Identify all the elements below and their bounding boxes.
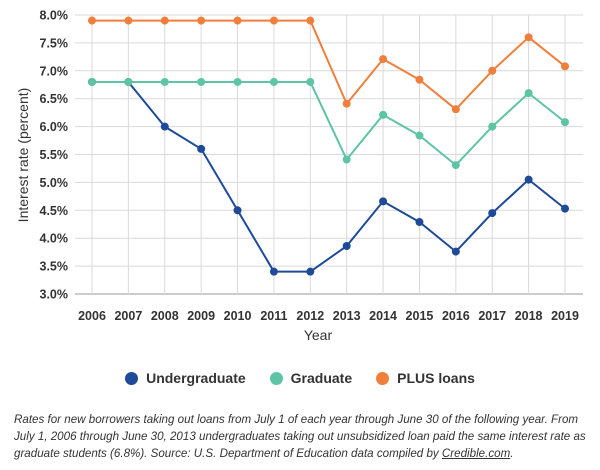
data-point-0[interactable] xyxy=(160,122,169,131)
data-point-0[interactable] xyxy=(197,144,206,153)
data-point-0[interactable] xyxy=(561,204,569,213)
data-point-1[interactable] xyxy=(451,161,460,170)
x-tick-label: 2016 xyxy=(442,309,470,323)
data-point-0[interactable] xyxy=(415,218,424,227)
data-point-1[interactable] xyxy=(197,77,206,86)
x-tick-label: 2015 xyxy=(406,309,434,323)
legend-item-undergraduate[interactable]: Undergraduate xyxy=(125,370,246,386)
legend: Undergraduate Graduate PLUS loans xyxy=(0,366,600,390)
data-point-0[interactable] xyxy=(488,209,497,218)
data-point-2[interactable] xyxy=(160,16,169,25)
data-point-2[interactable] xyxy=(342,99,351,108)
chart-caption: Rates for new borrowers taking out loans… xyxy=(14,411,588,462)
x-axis-title: Year xyxy=(304,327,333,343)
data-point-1[interactable] xyxy=(415,131,424,140)
data-point-0[interactable] xyxy=(451,247,460,256)
x-tick-label: 2008 xyxy=(151,309,179,323)
x-tick-label: 2013 xyxy=(333,309,361,323)
y-tick-label: 3.0% xyxy=(40,288,69,302)
x-tick-label: 2006 xyxy=(78,309,106,323)
x-tick-label: 2011 xyxy=(260,309,287,323)
x-tick-label: 2017 xyxy=(478,309,506,323)
data-point-2[interactable] xyxy=(451,105,460,114)
legend-label-plus-loans: PLUS loans xyxy=(397,370,475,386)
caption-text: Rates for new borrowers taking out loans… xyxy=(14,413,586,460)
data-point-1[interactable] xyxy=(233,77,242,86)
x-tick-label: 2009 xyxy=(187,309,215,323)
y-tick-label: 6.0% xyxy=(40,120,69,134)
y-tick-label: 6.5% xyxy=(40,92,69,106)
x-tick-label: 2012 xyxy=(296,309,324,323)
caption-text-end: . xyxy=(510,447,514,460)
x-tick-label: 2014 xyxy=(369,309,397,323)
line-chart: 3.0% 3.5% 4.0% 4.5% 5.0% 5.5% 6.0% 6.5% 7.0% 7.5%… xyxy=(15,9,583,343)
series-line-0 xyxy=(92,80,566,273)
y-tick-labels: 3.0% 3.5% 4.0% 4.5% 5.0% 5.5% 6.0% 6.5% 7.0% 7.5%… xyxy=(40,9,69,302)
y-axis-title: Interest rate (percent) xyxy=(15,88,31,223)
y-tick-label: 4.5% xyxy=(40,204,69,218)
series-line-1 xyxy=(92,80,566,167)
data-point-1[interactable] xyxy=(88,77,96,86)
data-point-2[interactable] xyxy=(306,16,315,25)
data-point-2[interactable] xyxy=(524,33,533,42)
legend-marker-plus-loans xyxy=(376,371,390,385)
data-point-2[interactable] xyxy=(415,75,424,84)
x-tick-label: 2019 xyxy=(551,309,579,323)
data-point-0[interactable] xyxy=(342,242,351,251)
x-tick-label: 2018 xyxy=(515,309,543,323)
series-group xyxy=(88,16,569,276)
data-point-2[interactable] xyxy=(379,55,388,64)
data-point-1[interactable] xyxy=(269,77,278,86)
legend-marker-undergraduate xyxy=(125,371,139,385)
y-tick-label: 7.0% xyxy=(40,64,69,78)
data-point-2[interactable] xyxy=(269,16,278,25)
data-point-0[interactable] xyxy=(524,175,533,184)
y-tick-label: 5.0% xyxy=(40,176,69,190)
data-point-2[interactable] xyxy=(488,66,497,75)
data-point-0[interactable] xyxy=(306,267,315,276)
legend-item-plus-loans[interactable]: PLUS loans xyxy=(376,370,475,386)
data-point-1[interactable] xyxy=(561,118,569,127)
data-point-0[interactable] xyxy=(379,197,388,206)
data-point-1[interactable] xyxy=(124,77,133,86)
data-point-2[interactable] xyxy=(233,16,242,25)
data-point-0[interactable] xyxy=(269,267,278,276)
legend-marker-graduate xyxy=(269,371,283,385)
y-tick-label: 7.5% xyxy=(40,36,69,50)
data-point-2[interactable] xyxy=(561,62,569,71)
data-point-0[interactable] xyxy=(233,206,242,215)
legend-label-graduate: Graduate xyxy=(290,370,353,386)
data-point-2[interactable] xyxy=(124,16,133,25)
y-tick-label: 5.5% xyxy=(40,148,69,162)
y-tick-label: 4.0% xyxy=(40,232,69,246)
legend-item-graduate[interactable]: Graduate xyxy=(269,370,353,386)
y-tick-label: 8.0% xyxy=(40,9,69,23)
x-tick-label: 2010 xyxy=(224,309,252,323)
data-point-1[interactable] xyxy=(160,77,169,86)
data-point-1[interactable] xyxy=(524,89,533,98)
data-point-2[interactable] xyxy=(197,16,206,25)
data-point-1[interactable] xyxy=(379,110,388,119)
x-tick-labels: 2006 2007 2008 2009 2010 2011 2012 2013 2014 2015… xyxy=(78,309,579,323)
y-tick-label: 3.5% xyxy=(40,260,69,274)
data-point-1[interactable] xyxy=(306,77,315,86)
legend-label-undergraduate: Undergraduate xyxy=(146,370,246,386)
x-tick-label: 2007 xyxy=(114,309,142,323)
gridlines xyxy=(75,14,583,295)
source-link[interactable]: Credible.com xyxy=(441,447,511,460)
series-line-2 xyxy=(92,19,566,111)
data-point-1[interactable] xyxy=(488,122,497,131)
data-point-1[interactable] xyxy=(342,155,351,164)
data-point-2[interactable] xyxy=(88,16,96,25)
